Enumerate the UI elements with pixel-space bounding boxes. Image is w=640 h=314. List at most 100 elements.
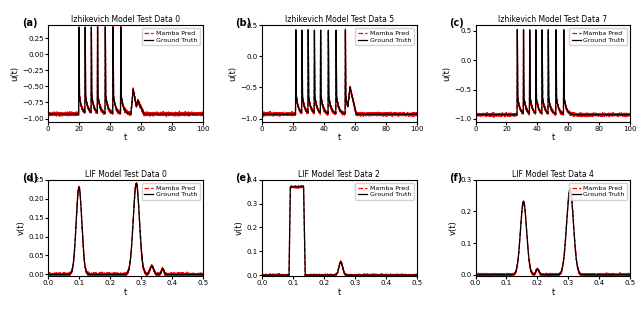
Ground Truth bbox=[413, 112, 420, 116]
Mamba Pred bbox=[623, 273, 631, 276]
X-axis label: t: t bbox=[551, 133, 555, 142]
Mamba Pred bbox=[324, 273, 332, 277]
Legend: Mamba Pred, Ground Truth: Mamba Pred, Ground Truth bbox=[355, 28, 413, 45]
Ground Truth bbox=[110, 273, 118, 276]
Ground Truth bbox=[490, 273, 497, 277]
Mamba Pred bbox=[199, 272, 207, 275]
Mamba Pred bbox=[196, 272, 204, 276]
Line: Mamba Pred: Mamba Pred bbox=[476, 29, 630, 117]
Mamba Pred bbox=[317, 273, 325, 277]
Mamba Pred bbox=[258, 112, 266, 116]
Line: Mamba Pred: Mamba Pred bbox=[262, 28, 417, 116]
Ground Truth bbox=[172, 112, 179, 116]
Title: LIF Model Test Data 2: LIF Model Test Data 2 bbox=[298, 170, 380, 179]
Mamba Pred bbox=[410, 273, 417, 277]
Mamba Pred bbox=[117, 24, 125, 27]
Ground Truth bbox=[104, 273, 111, 276]
Mamba Pred bbox=[472, 275, 479, 279]
Ground Truth bbox=[623, 273, 631, 277]
Ground Truth bbox=[607, 273, 614, 277]
X-axis label: t: t bbox=[551, 288, 555, 297]
Text: (a): (a) bbox=[22, 18, 37, 28]
Mamba Pred bbox=[607, 273, 614, 276]
X-axis label: t: t bbox=[124, 288, 127, 297]
Legend: Mamba Pred, Ground Truth: Mamba Pred, Ground Truth bbox=[569, 183, 627, 200]
Mamba Pred bbox=[104, 271, 111, 275]
Mamba Pred bbox=[393, 274, 401, 278]
Mamba Pred bbox=[103, 102, 111, 106]
Mamba Pred bbox=[163, 115, 170, 119]
Title: Izhikevich Model Test Data 5: Izhikevich Model Test Data 5 bbox=[285, 15, 394, 24]
Ground Truth bbox=[258, 273, 266, 277]
Mamba Pred bbox=[290, 184, 298, 187]
X-axis label: t: t bbox=[337, 133, 341, 142]
Ground Truth bbox=[385, 112, 393, 116]
Legend: Mamba Pred, Ground Truth: Mamba Pred, Ground Truth bbox=[569, 28, 627, 45]
Ground Truth bbox=[599, 113, 607, 116]
Y-axis label: v(t): v(t) bbox=[234, 221, 244, 236]
Ground Truth bbox=[566, 187, 574, 191]
Ground Truth bbox=[199, 273, 207, 276]
Ground Truth bbox=[137, 105, 145, 109]
Mamba Pred bbox=[572, 113, 580, 116]
Text: (e): (e) bbox=[236, 173, 251, 183]
Ground Truth bbox=[588, 113, 595, 116]
Y-axis label: v(t): v(t) bbox=[448, 221, 458, 236]
Mamba Pred bbox=[531, 110, 538, 114]
Mamba Pred bbox=[531, 273, 539, 276]
Ground Truth bbox=[199, 112, 207, 116]
Ground Truth bbox=[351, 106, 358, 110]
Mamba Pred bbox=[179, 271, 187, 274]
Ground Truth bbox=[410, 273, 417, 277]
Ground Truth bbox=[71, 243, 79, 247]
Ground Truth bbox=[531, 271, 539, 275]
Ground Truth bbox=[393, 273, 401, 277]
Mamba Pred bbox=[555, 275, 563, 279]
Line: Ground Truth: Ground Truth bbox=[476, 30, 630, 115]
Line: Ground Truth: Ground Truth bbox=[262, 187, 417, 275]
Ground Truth bbox=[538, 273, 545, 276]
Y-axis label: u(t): u(t) bbox=[228, 66, 237, 81]
X-axis label: t: t bbox=[124, 133, 127, 142]
Mamba Pred bbox=[132, 180, 140, 184]
Y-axis label: u(t): u(t) bbox=[442, 66, 451, 81]
Ground Truth bbox=[324, 273, 332, 277]
Ground Truth bbox=[413, 273, 420, 277]
Mamba Pred bbox=[258, 273, 266, 277]
Mamba Pred bbox=[71, 244, 79, 248]
Mamba Pred bbox=[351, 105, 358, 109]
Ground Truth bbox=[285, 273, 292, 277]
Ground Truth bbox=[287, 185, 294, 189]
Ground Truth bbox=[145, 112, 152, 116]
Mamba Pred bbox=[321, 275, 328, 279]
Ground Truth bbox=[72, 112, 80, 116]
Mamba Pred bbox=[490, 116, 498, 119]
Text: (d): (d) bbox=[22, 173, 38, 183]
Mamba Pred bbox=[118, 275, 126, 279]
Legend: Mamba Pred, Ground Truth: Mamba Pred, Ground Truth bbox=[141, 28, 200, 45]
Mamba Pred bbox=[259, 115, 267, 118]
Ground Truth bbox=[317, 77, 325, 81]
Mamba Pred bbox=[627, 273, 634, 277]
Line: Ground Truth: Ground Truth bbox=[476, 189, 630, 275]
Mamba Pred bbox=[160, 112, 168, 116]
Ground Truth bbox=[358, 112, 366, 116]
Mamba Pred bbox=[499, 273, 506, 277]
Mamba Pred bbox=[500, 113, 508, 117]
Ground Truth bbox=[286, 112, 294, 116]
Mamba Pred bbox=[358, 112, 366, 116]
Line: Mamba Pred: Mamba Pred bbox=[48, 25, 203, 117]
Ground Truth bbox=[472, 273, 479, 277]
Ground Truth bbox=[472, 113, 479, 116]
Line: Ground Truth: Ground Truth bbox=[48, 27, 203, 114]
Ground Truth bbox=[627, 113, 634, 116]
Mamba Pred bbox=[385, 113, 393, 117]
Ground Truth bbox=[179, 273, 187, 276]
Ground Truth bbox=[499, 273, 506, 277]
Mamba Pred bbox=[413, 111, 420, 115]
Line: Ground Truth: Ground Truth bbox=[262, 30, 417, 114]
Mamba Pred bbox=[199, 111, 207, 115]
Ground Truth bbox=[160, 112, 168, 116]
Mamba Pred bbox=[413, 273, 420, 276]
Ground Truth bbox=[276, 273, 284, 277]
